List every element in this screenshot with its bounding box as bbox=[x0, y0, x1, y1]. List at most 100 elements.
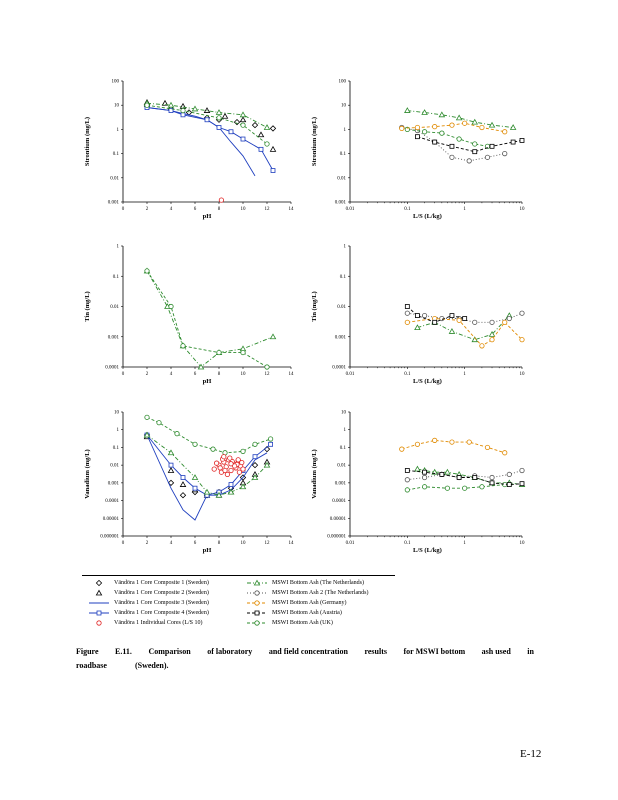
data-point bbox=[479, 343, 485, 349]
data-point bbox=[236, 469, 242, 475]
data-point bbox=[502, 450, 508, 456]
data-point bbox=[240, 349, 246, 356]
data-point bbox=[216, 349, 222, 356]
x-tick-label: 12 bbox=[265, 541, 271, 546]
data-point bbox=[267, 436, 274, 442]
legend-marker bbox=[95, 579, 103, 587]
series-line bbox=[407, 484, 505, 491]
data-point bbox=[258, 146, 264, 152]
y-tick-label: 0.0001 bbox=[332, 499, 346, 504]
y-tick-label: 1 bbox=[344, 428, 347, 433]
data-point bbox=[472, 475, 478, 480]
data-point bbox=[489, 480, 495, 486]
series-s3 bbox=[146, 107, 256, 177]
data-point bbox=[263, 124, 271, 130]
x-tick-label: 8 bbox=[218, 541, 221, 546]
series-line bbox=[146, 102, 268, 128]
series-s9 bbox=[404, 315, 525, 349]
legend-label: Vändöra 1 Core Composite 4 (Sweden) bbox=[114, 610, 209, 616]
x-tick-label: 0.1 bbox=[404, 372, 411, 377]
panel-vanadium-ph: 0 2 4 6 8 10 12 14 0.000001 0.00001 0.0001 0.001 0.0… bbox=[84, 411, 294, 555]
data-point bbox=[472, 149, 478, 155]
data-point bbox=[191, 474, 199, 480]
data-point bbox=[144, 268, 150, 274]
y-tick-label: 0.1 bbox=[113, 275, 120, 280]
data-point bbox=[489, 474, 495, 481]
legend-entry-s1: Vändöra 1 Core Composite 1 (Sweden) bbox=[88, 578, 209, 588]
data-point bbox=[415, 134, 420, 140]
data-point bbox=[519, 310, 525, 316]
data-point bbox=[509, 124, 517, 130]
legend-swatch bbox=[89, 610, 109, 616]
data-point bbox=[239, 459, 245, 466]
data-point bbox=[462, 120, 468, 126]
legend-entry-s9: MSWI Bottom Ash (Germany) bbox=[246, 598, 369, 608]
y-tick-label: 0.01 bbox=[110, 176, 119, 181]
data-point bbox=[211, 466, 217, 472]
caption-word: for MSWI bottom bbox=[403, 647, 466, 656]
series-line bbox=[146, 434, 268, 521]
x-tick-label: 0.1 bbox=[404, 541, 411, 546]
series-line bbox=[146, 107, 274, 171]
data-point bbox=[489, 319, 495, 325]
data-point bbox=[167, 449, 175, 456]
series-line bbox=[146, 270, 268, 368]
data-point bbox=[268, 441, 274, 447]
data-point bbox=[456, 317, 462, 323]
data-point bbox=[174, 431, 180, 437]
series-s8 bbox=[144, 102, 270, 147]
data-point bbox=[421, 313, 428, 319]
series-s5 bbox=[211, 454, 246, 478]
data-point bbox=[167, 101, 175, 108]
y-tick-label: 0.001 bbox=[108, 201, 120, 206]
data-point bbox=[197, 363, 205, 370]
data-point bbox=[179, 492, 187, 499]
y-tick-label: 0.001 bbox=[108, 481, 120, 486]
data-point bbox=[519, 481, 525, 487]
data-point bbox=[232, 463, 238, 469]
data-point bbox=[404, 487, 410, 493]
x-tick-label: 14 bbox=[289, 372, 295, 377]
data-point bbox=[264, 364, 270, 370]
data-point bbox=[479, 124, 485, 131]
y-axis-label: Tin (mg/L) bbox=[84, 291, 91, 321]
data-point bbox=[180, 112, 186, 118]
caption-word: and field concentration bbox=[268, 647, 348, 656]
legend-entry-s10: MSWI Bottom Ash (Austria) bbox=[246, 608, 369, 618]
data-point bbox=[449, 143, 455, 149]
data-point bbox=[251, 461, 259, 469]
series-line bbox=[146, 270, 274, 368]
x-tick-label: 4 bbox=[170, 207, 173, 212]
caption-word: ash used bbox=[481, 647, 511, 656]
x-tick-label: 10 bbox=[241, 207, 247, 212]
data-point bbox=[257, 131, 265, 138]
data-point bbox=[251, 121, 259, 129]
panel-tin-ph: 0 2 4 6 8 10 12 14 0.0001 0.001 0.01 0.1 1 pH Tin (mg/… bbox=[84, 245, 294, 386]
y-tick-label: 1 bbox=[344, 245, 347, 250]
data-point bbox=[228, 461, 234, 467]
data-point bbox=[143, 431, 151, 438]
data-point bbox=[180, 475, 186, 480]
data-point bbox=[484, 154, 491, 160]
legend-marker bbox=[96, 620, 102, 626]
data-point bbox=[444, 468, 451, 475]
data-point bbox=[269, 333, 277, 340]
caption-word: in bbox=[527, 647, 534, 656]
x-tick-label: 0 bbox=[122, 541, 125, 546]
y-tick-label: 0.0001 bbox=[332, 366, 346, 371]
x-tick-label: 2 bbox=[146, 372, 149, 377]
legend-entry-s3: Vändöra 1 Core Composite 3 (Sweden) bbox=[88, 598, 209, 608]
data-point bbox=[221, 454, 227, 460]
x-tick-label: 0.01 bbox=[346, 372, 355, 377]
caption-word: Comparison bbox=[148, 647, 191, 656]
data-point bbox=[240, 448, 246, 454]
y-tick-label: 0.001 bbox=[335, 481, 347, 486]
y-tick-label: 10 bbox=[114, 104, 120, 109]
series-line bbox=[146, 416, 271, 454]
page-number: E-12 bbox=[520, 748, 542, 760]
data-point bbox=[489, 337, 495, 343]
series-s10 bbox=[404, 468, 525, 487]
data-point bbox=[239, 483, 247, 490]
y-tick-label: 1 bbox=[117, 428, 120, 433]
